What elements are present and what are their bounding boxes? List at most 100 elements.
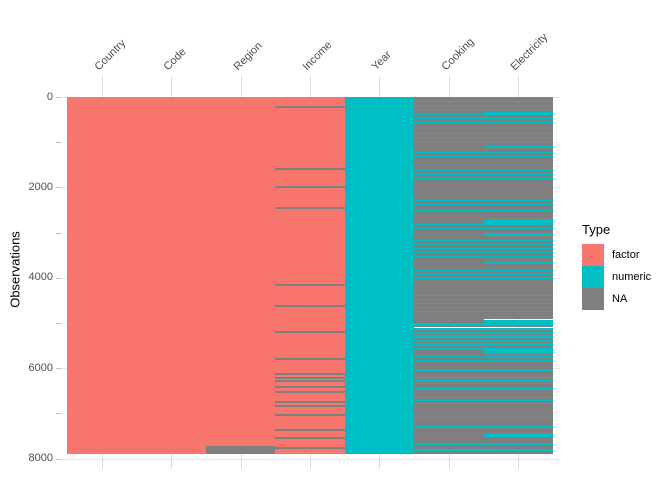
segment-numeric <box>483 443 553 445</box>
y-axis-tick <box>56 187 61 189</box>
segment-numeric <box>414 182 484 185</box>
legend-label: numeric <box>612 271 652 283</box>
segment-na <box>275 358 345 360</box>
legend-swatch-factor <box>582 244 604 266</box>
segment-numeric <box>414 369 484 371</box>
segment-factor <box>136 97 206 455</box>
segment-na <box>414 378 484 380</box>
y-axis-tick <box>56 97 61 98</box>
segment-numeric <box>414 251 484 254</box>
segment-na <box>414 444 484 450</box>
segment-numeric <box>414 306 484 309</box>
y-axis-tick <box>56 322 61 324</box>
segment-na <box>483 211 553 219</box>
segment-na <box>483 148 553 152</box>
segment-na <box>414 389 484 397</box>
segment-numeric <box>414 97 484 99</box>
y-axis-tick <box>56 368 61 370</box>
column-label-electricity: Electricity <box>508 31 551 74</box>
segment-na <box>414 249 484 252</box>
y-axis-tick <box>56 232 61 234</box>
segment-na <box>414 308 484 311</box>
column-label-year: Year <box>369 48 395 73</box>
segment-numeric <box>414 247 484 250</box>
y-axis-tick <box>56 142 61 144</box>
segment-na <box>414 225 484 228</box>
segment-na <box>275 207 345 209</box>
segment-na <box>275 414 345 416</box>
segment-numeric <box>483 311 553 313</box>
segment-numeric <box>483 204 553 206</box>
segment-na <box>414 370 484 377</box>
column-label-cooking: Cooking <box>439 35 477 73</box>
segment-factor <box>275 438 345 448</box>
segment-na <box>483 157 553 170</box>
segment-na <box>275 284 345 286</box>
segment-numeric <box>483 178 553 180</box>
segment-na <box>483 235 553 240</box>
segment-numeric <box>414 388 484 390</box>
segment-factor <box>275 285 345 306</box>
segment-numeric <box>483 199 553 202</box>
segment-na <box>483 337 553 340</box>
segment-numeric <box>414 356 484 358</box>
segment-numeric <box>414 449 484 451</box>
segment-na <box>483 384 553 389</box>
segment-numeric <box>483 369 553 371</box>
segment-na <box>483 329 553 332</box>
y-tick-label: 0 <box>46 90 53 103</box>
segment-numeric <box>414 227 484 230</box>
segment-na <box>483 271 553 274</box>
segment-numeric <box>414 339 484 342</box>
segment-na <box>483 403 553 417</box>
segment-na <box>275 373 345 375</box>
segment-na <box>483 312 553 320</box>
segment-numeric <box>483 169 553 172</box>
segment-na <box>483 334 553 336</box>
column-label-code: Code <box>161 45 189 73</box>
segment-na <box>414 384 484 389</box>
segment-na <box>483 229 553 233</box>
segment-numeric <box>414 133 484 135</box>
segment-numeric <box>483 104 553 107</box>
segment-numeric <box>414 322 484 326</box>
column-label-country: Country <box>92 37 128 73</box>
y-axis-tick <box>56 413 61 415</box>
segment-na <box>483 171 553 174</box>
segment-numeric <box>414 416 484 418</box>
segment-na <box>205 446 276 455</box>
segment-numeric <box>483 136 553 139</box>
segment-na <box>414 138 484 141</box>
segment-na <box>414 300 484 303</box>
segment-numeric <box>414 347 484 350</box>
segment-na <box>275 447 345 449</box>
segment-numeric <box>483 182 553 185</box>
segment-na <box>275 106 345 108</box>
segment-na <box>414 275 484 278</box>
segment-na <box>414 123 484 133</box>
segment-na <box>414 381 484 383</box>
y-axis-title: Observations <box>7 231 23 308</box>
segment-na <box>483 253 553 256</box>
segment-na <box>275 331 345 333</box>
segment-numeric <box>483 97 553 99</box>
segment-numeric <box>483 295 553 297</box>
segment-numeric <box>414 204 484 206</box>
segment-numeric <box>483 396 553 398</box>
segment-na <box>483 241 553 244</box>
legend-swatch-numeric <box>582 266 604 288</box>
segment-na <box>483 138 553 141</box>
segment-numeric <box>483 356 553 358</box>
segment-na <box>414 257 484 270</box>
segment-numeric <box>483 261 553 265</box>
segment-na <box>483 357 553 360</box>
segment-na <box>414 201 484 204</box>
segment-factor <box>275 332 345 359</box>
segment-numeric <box>483 156 553 158</box>
segment-na <box>414 157 484 170</box>
segment-na <box>414 241 484 244</box>
segment-numeric <box>414 199 484 202</box>
segment-numeric <box>414 273 484 276</box>
segment-factor <box>275 430 345 438</box>
